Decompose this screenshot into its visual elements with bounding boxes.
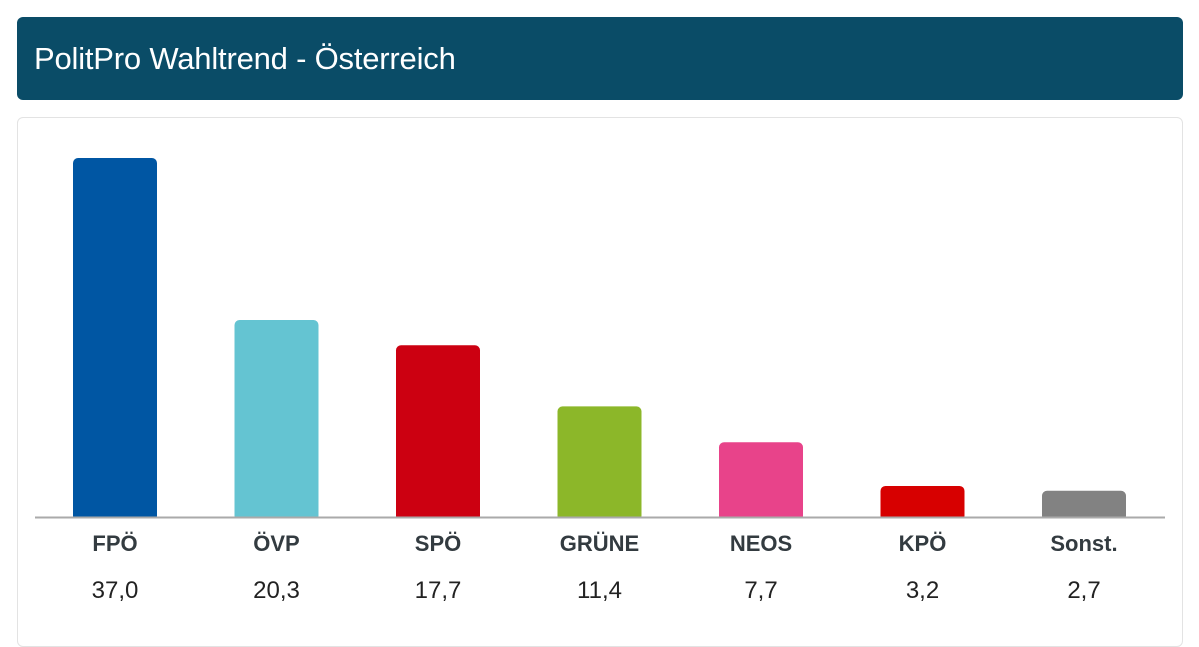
category-label: NEOS — [730, 531, 792, 556]
category-label: ÖVP — [253, 531, 299, 556]
category-label: Sonst. — [1050, 531, 1117, 556]
axis-cover — [35, 518, 1165, 523]
bars-group — [35, 158, 1165, 523]
value-label: 11,4 — [577, 577, 622, 604]
category-label: FPÖ — [92, 531, 137, 556]
bar-1 — [234, 320, 319, 521]
value-label: 37,0 — [92, 577, 139, 604]
bar-0 — [73, 158, 157, 521]
category-labels: FPÖ ÖVP SPÖ GRÜNE NEOS KPÖ Sonst. — [92, 531, 1117, 556]
value-label: 17,7 — [415, 577, 462, 604]
chart-title: PolitPro Wahltrend - Österreich — [34, 40, 456, 76]
bar-6 — [1042, 490, 1126, 521]
value-label: 3,2 — [906, 577, 939, 604]
category-label: GRÜNE — [560, 531, 639, 556]
chart-panel — [17, 117, 1183, 647]
category-label: KPÖ — [899, 531, 947, 556]
bar-5 — [880, 485, 965, 521]
bar-4 — [719, 442, 803, 521]
bar-3 — [557, 406, 642, 521]
bar-chart: FPÖ ÖVP SPÖ GRÜNE NEOS KPÖ Sonst. 37,0 20,3 17,7… — [35, 158, 1165, 604]
category-label: SPÖ — [415, 531, 461, 556]
chart-header: PolitPro Wahltrend - Österreich — [17, 17, 1183, 100]
value-label: 7,7 — [744, 577, 777, 604]
value-label: 2,7 — [1067, 577, 1100, 604]
value-labels: 37,0 20,3 17,7 11,4 7,7 3,2 2,7 — [92, 577, 1101, 604]
value-label: 20,3 — [253, 577, 300, 604]
bar-2 — [396, 345, 480, 521]
